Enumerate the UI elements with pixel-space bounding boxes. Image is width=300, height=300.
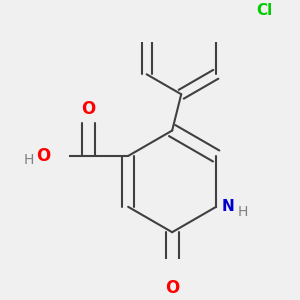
Text: O: O	[165, 279, 179, 297]
Text: Cl: Cl	[256, 3, 272, 18]
Text: O: O	[81, 100, 95, 118]
Text: H: H	[23, 153, 34, 166]
Text: H: H	[238, 205, 248, 219]
Text: O: O	[36, 147, 50, 165]
Text: N: N	[222, 199, 234, 214]
